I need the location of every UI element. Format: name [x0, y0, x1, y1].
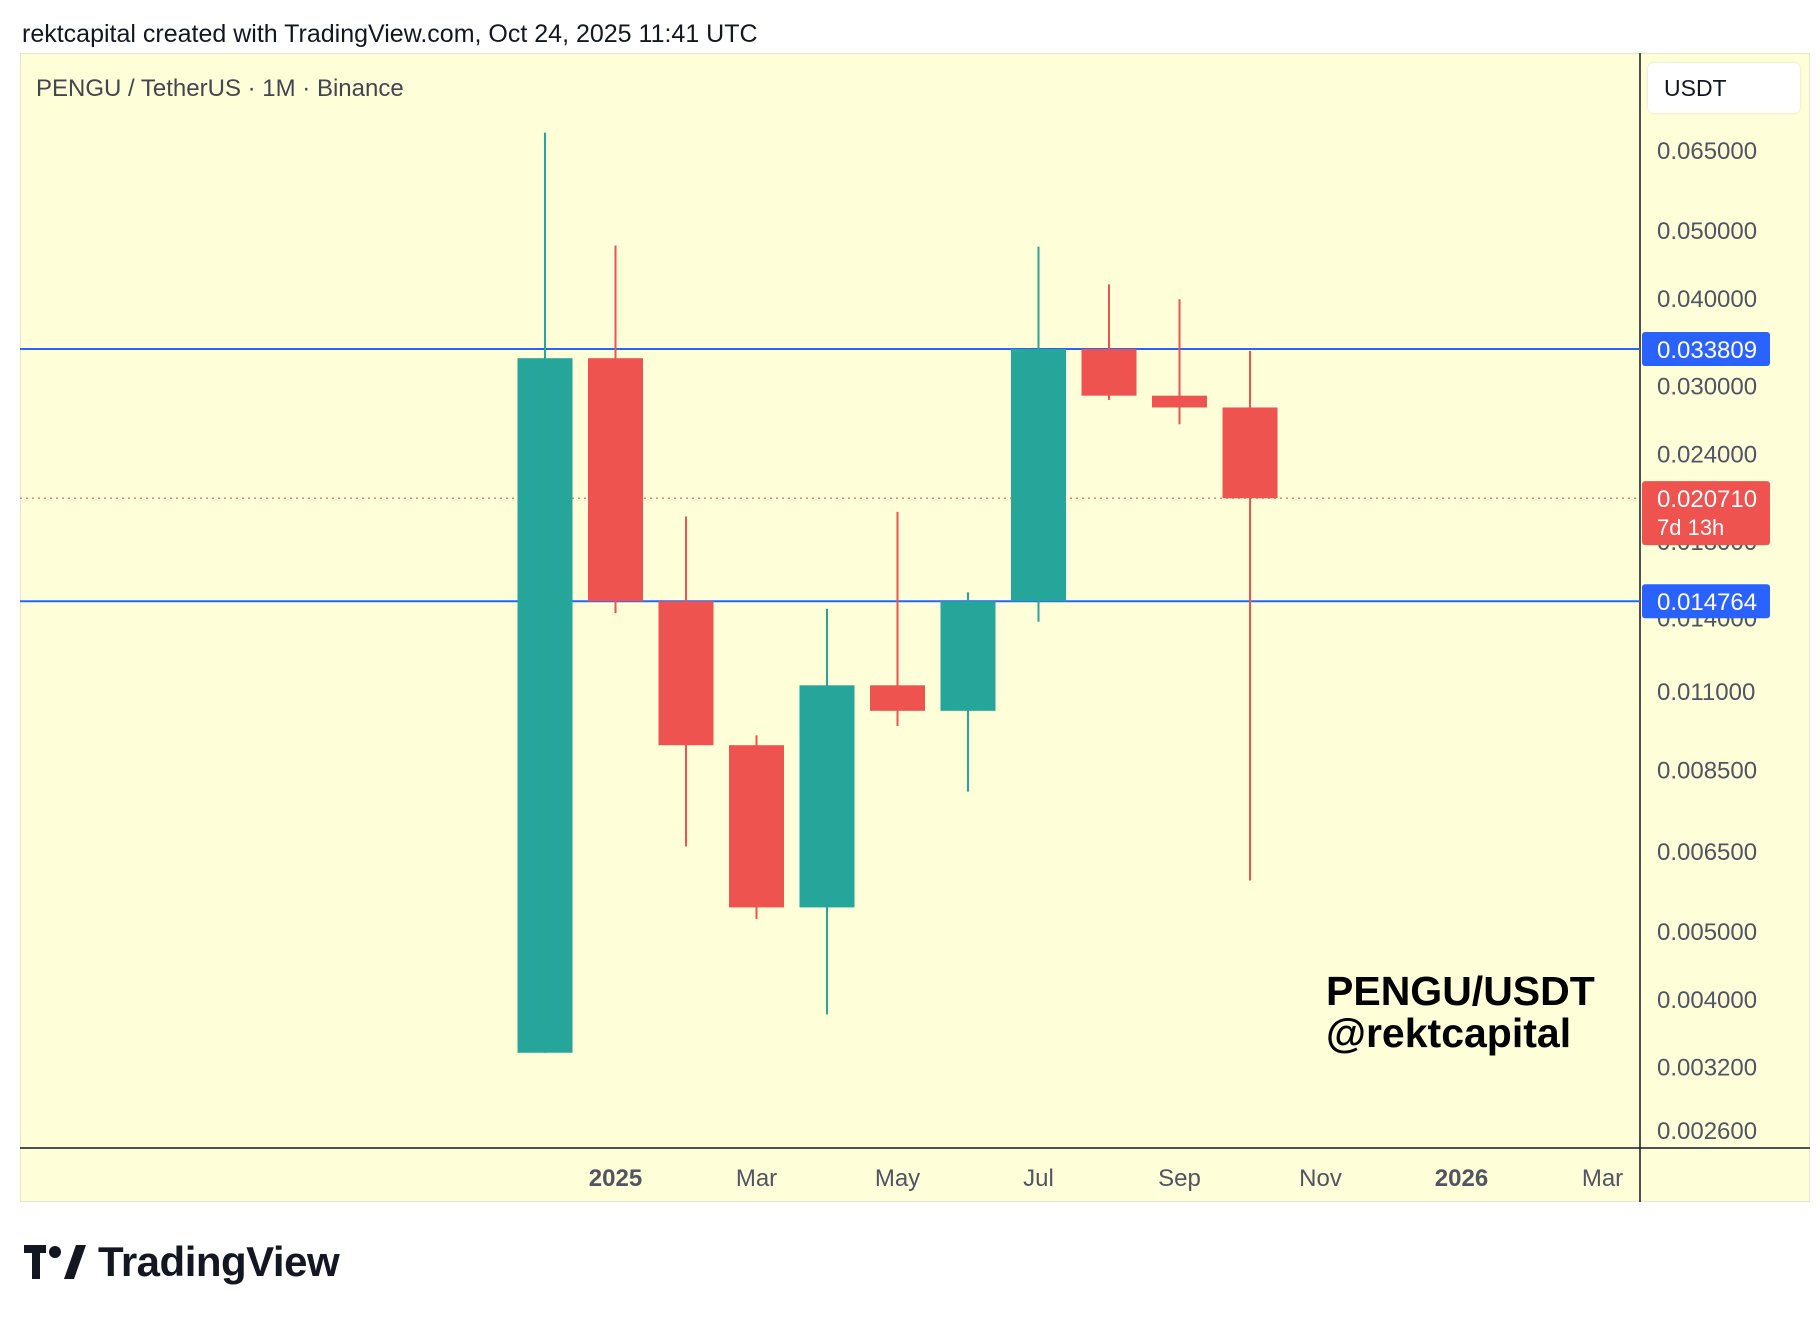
y-tick-label: 0.050000: [1657, 218, 1757, 245]
candle-countdown: 7d 13h: [1657, 515, 1724, 540]
candle-body-down[interactable]: [729, 745, 784, 908]
chart-frame: [20, 53, 1810, 1202]
x-tick-label: Sep: [1158, 1165, 1201, 1192]
candle-body-up[interactable]: [1011, 348, 1066, 602]
y-tick-label: 0.002600: [1657, 1118, 1757, 1145]
y-tick-label: 0.005000: [1657, 919, 1757, 946]
chart-caption: rektcapital created with TradingView.com…: [22, 20, 758, 48]
level-price-badge: [1642, 331, 1770, 366]
y-tick-label: 0.003200: [1657, 1055, 1757, 1082]
y-tick-label: 0.065000: [1657, 138, 1757, 165]
candle-body-up[interactable]: [940, 601, 996, 711]
watermark-pair: PENGU/USDT: [1326, 968, 1595, 1014]
candle-body-up[interactable]: [517, 358, 573, 1053]
x-tick-label: May: [875, 1165, 920, 1192]
level-price-label: 0.014764: [1657, 589, 1757, 616]
candle-body-down[interactable]: [870, 685, 925, 711]
y-tick-label: 0.008500: [1657, 757, 1757, 784]
x-tick-label: Mar: [1582, 1165, 1623, 1192]
y-tick-label: 0.006500: [1657, 839, 1757, 866]
candle-body-up[interactable]: [799, 685, 855, 908]
brand-name: TradingView: [98, 1238, 340, 1285]
x-tick-label: 2026: [1435, 1165, 1488, 1192]
watermark-author: @rektcapital: [1326, 1010, 1572, 1056]
y-tick-label: 0.011000: [1657, 679, 1755, 706]
candle-body-down[interactable]: [658, 601, 714, 746]
candle-body-down[interactable]: [1152, 395, 1207, 408]
y-tick-label: 0.030000: [1657, 373, 1757, 400]
y-tick-label: 0.004000: [1657, 987, 1757, 1014]
last-price-label: 0.020710: [1657, 486, 1757, 513]
y-tick-label: 0.040000: [1657, 286, 1757, 313]
x-tick-label: 2025: [589, 1165, 642, 1192]
symbol-title: PENGU / TetherUS · 1M · Binance: [36, 75, 404, 102]
x-tick-label: Nov: [1299, 1165, 1342, 1192]
currency-button[interactable]: USDT: [1648, 63, 1800, 113]
chart-watermark: PENGU/USDT @rektcapital: [1326, 970, 1595, 1054]
x-tick-label: Jul: [1023, 1165, 1054, 1192]
level-price-label: 0.033809: [1657, 337, 1757, 364]
y-tick-label: 0.024000: [1657, 441, 1757, 468]
tradingview-brand[interactable]: TradingView: [24, 1238, 340, 1286]
x-tick-label: Mar: [736, 1165, 777, 1192]
tradingview-logo-icon: [24, 1245, 86, 1279]
level-price-badge: [1642, 584, 1770, 619]
candle-body-down[interactable]: [1222, 407, 1278, 499]
candle-body-down[interactable]: [1081, 348, 1137, 396]
last-price-badge: [1642, 481, 1770, 546]
candle-body-down[interactable]: [588, 358, 643, 602]
